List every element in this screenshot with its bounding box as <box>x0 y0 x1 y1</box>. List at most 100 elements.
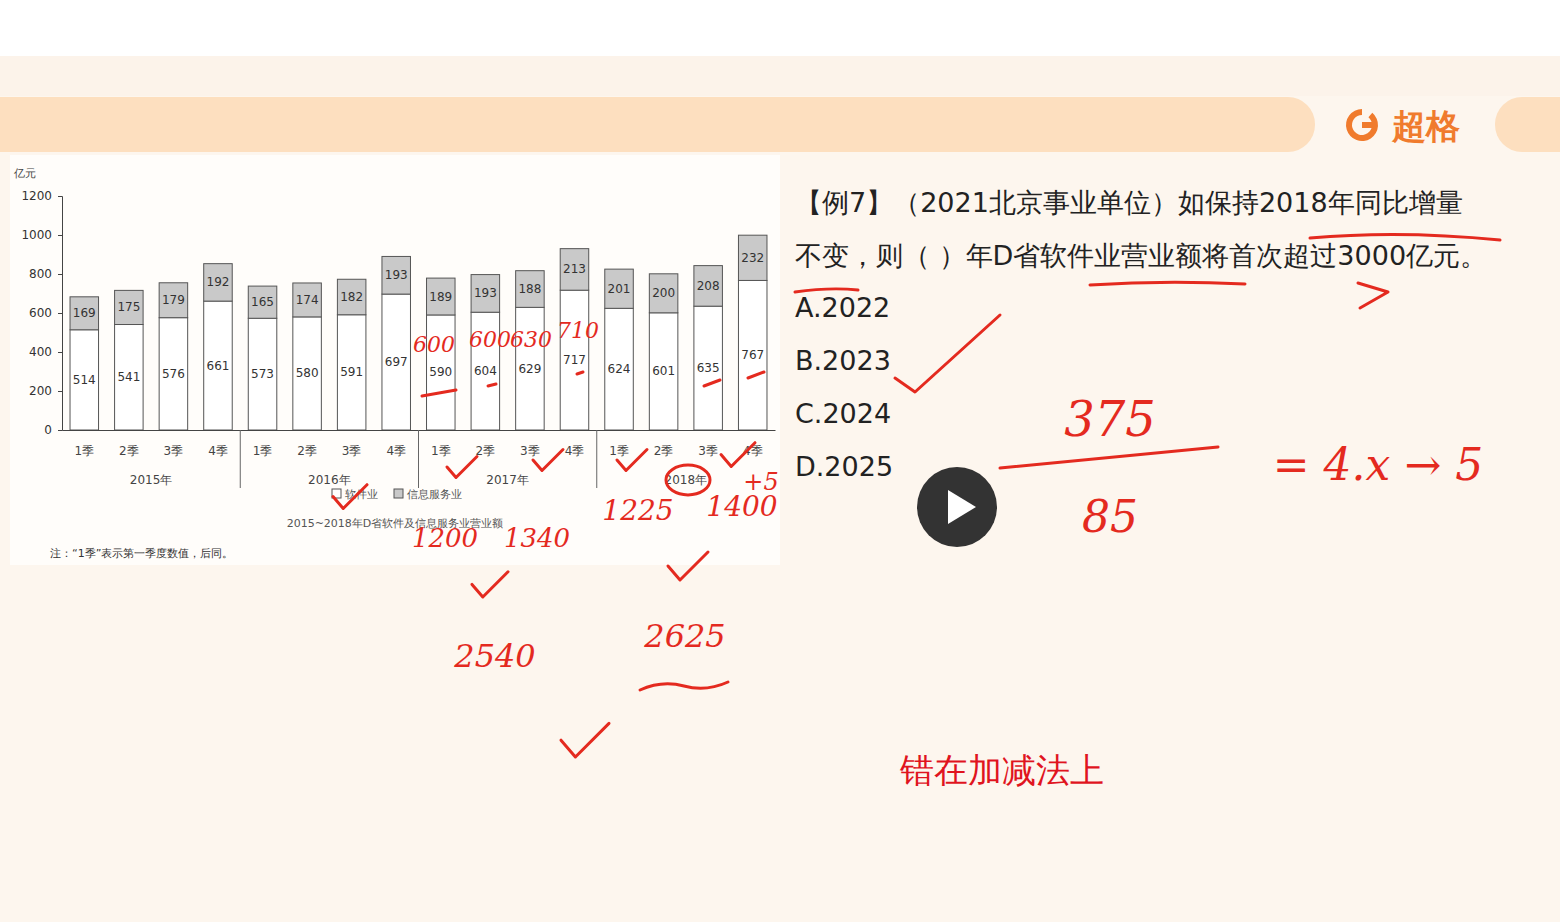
data-label: 165 <box>251 295 274 309</box>
bar-segment <box>382 294 411 430</box>
data-label: 624 <box>608 362 631 376</box>
top-strip <box>0 0 1560 56</box>
x-tick: 4季 <box>386 430 406 458</box>
data-label: 541 <box>117 370 140 384</box>
underline <box>1090 282 1245 285</box>
x-tick: 3季 <box>520 430 540 458</box>
x-tick-label: 2季 <box>476 444 496 458</box>
page: 超格51454157666157358059169759060462971762… <box>0 0 1560 922</box>
bar-segment <box>382 256 411 294</box>
data-label: 193 <box>385 268 408 282</box>
data-label: 200 <box>652 286 675 300</box>
x-tick: 1季 <box>253 430 273 458</box>
chart-note: 注：“1季”表示第一季度数值，后同。 <box>50 547 233 560</box>
dash <box>748 372 764 378</box>
x-tick: 3季 <box>342 430 362 458</box>
data-label: 591 <box>340 365 363 379</box>
greater-sign <box>1358 283 1388 308</box>
bar-segment <box>70 330 99 430</box>
bar-segment <box>560 290 589 430</box>
underline <box>1310 234 1500 240</box>
data-label: 169 <box>73 306 96 320</box>
handwriting: 600600630710+512251400120013402540262537… <box>412 318 1483 675</box>
squiggle <box>640 682 728 690</box>
y-tick-mark <box>58 196 62 197</box>
data-label: 697 <box>385 355 408 369</box>
year-groups: 2015年2016年2017年2018年 <box>130 430 707 488</box>
data-label: 193 <box>474 286 497 300</box>
data-labels: 5145415766615735805916975906046297176246… <box>73 251 764 387</box>
bar-segment <box>516 271 545 308</box>
check-mark <box>668 552 708 580</box>
legend-item: 软件业 <box>332 488 378 501</box>
x-tick: 1季 <box>431 430 451 458</box>
data-label: 573 <box>251 367 274 381</box>
bar-segment <box>337 279 366 314</box>
banner-end <box>1495 97 1560 152</box>
dash <box>488 384 496 386</box>
x-tick-label: 4季 <box>386 444 406 458</box>
bar-segment <box>471 275 500 313</box>
handwritten-note: 600 <box>469 327 511 352</box>
bar-segment <box>605 308 634 430</box>
y-axis: 020040060080010001200 <box>21 189 62 437</box>
bar-segment <box>115 325 144 430</box>
year-label: 2017年 <box>486 473 529 487</box>
data-label: 208 <box>697 279 720 293</box>
legend-label: 信息服务业 <box>407 488 462 501</box>
bar-segment <box>248 318 277 430</box>
x-tick-label: 3季 <box>342 444 362 458</box>
bar-segment <box>694 306 723 430</box>
y-tick-mark <box>58 313 62 314</box>
fraction-line <box>1000 447 1218 468</box>
y-tick: 1000 <box>21 228 62 242</box>
data-label: 174 <box>296 293 319 307</box>
y-tick-label: 800 <box>29 267 52 281</box>
legend-swatch <box>394 489 403 498</box>
x-tick-label: 2季 <box>119 444 139 458</box>
data-label: 201 <box>608 282 631 296</box>
y-tick-label: 200 <box>29 384 52 398</box>
data-label: 182 <box>340 290 363 304</box>
data-label: 717 <box>563 353 586 367</box>
data-label: 179 <box>162 293 185 307</box>
check-mark <box>472 572 508 597</box>
x-tick: 4季 <box>208 430 228 458</box>
logo-text: 超格 <box>1391 106 1460 146</box>
caption: 错在加减法上 <box>899 750 1104 790</box>
x-tick-label: 2季 <box>297 444 317 458</box>
y-tick: 400 <box>29 345 62 359</box>
x-tick: 3季 <box>698 430 718 458</box>
logo-icon-bar <box>1362 122 1374 128</box>
question-option: D.2025 <box>795 451 893 482</box>
data-label: 175 <box>117 300 140 314</box>
x-tick-label: 3季 <box>520 444 540 458</box>
y-tick-mark <box>58 274 62 275</box>
bar-segment <box>560 249 589 291</box>
data-label: 580 <box>296 366 319 380</box>
circle-mark <box>666 465 710 495</box>
question-option: B.2023 <box>795 345 891 376</box>
data-label: 232 <box>741 251 764 265</box>
y-tick-label: 0 <box>44 423 52 437</box>
y-tick: 0 <box>44 423 62 437</box>
legend-item: 信息服务业 <box>394 488 462 501</box>
bar-segment <box>293 317 322 430</box>
data-label: 604 <box>474 364 497 378</box>
bars <box>70 235 767 430</box>
handwritten-note: 1225 <box>602 494 673 527</box>
x-tick: 1季 <box>74 430 94 458</box>
dash <box>704 380 720 386</box>
check-mark <box>447 457 477 478</box>
handwritten-note: 2625 <box>643 617 725 655</box>
data-label: 629 <box>518 362 541 376</box>
year-separator <box>418 430 419 488</box>
bar-segment <box>248 286 277 318</box>
check-mark <box>561 723 609 757</box>
data-label: 576 <box>162 367 185 381</box>
x-tick-label: 1季 <box>609 444 629 458</box>
logo-icon <box>1346 109 1378 141</box>
x-tick: 2季 <box>119 430 139 458</box>
ink-strokes <box>333 234 1500 757</box>
data-label: 590 <box>429 365 452 379</box>
